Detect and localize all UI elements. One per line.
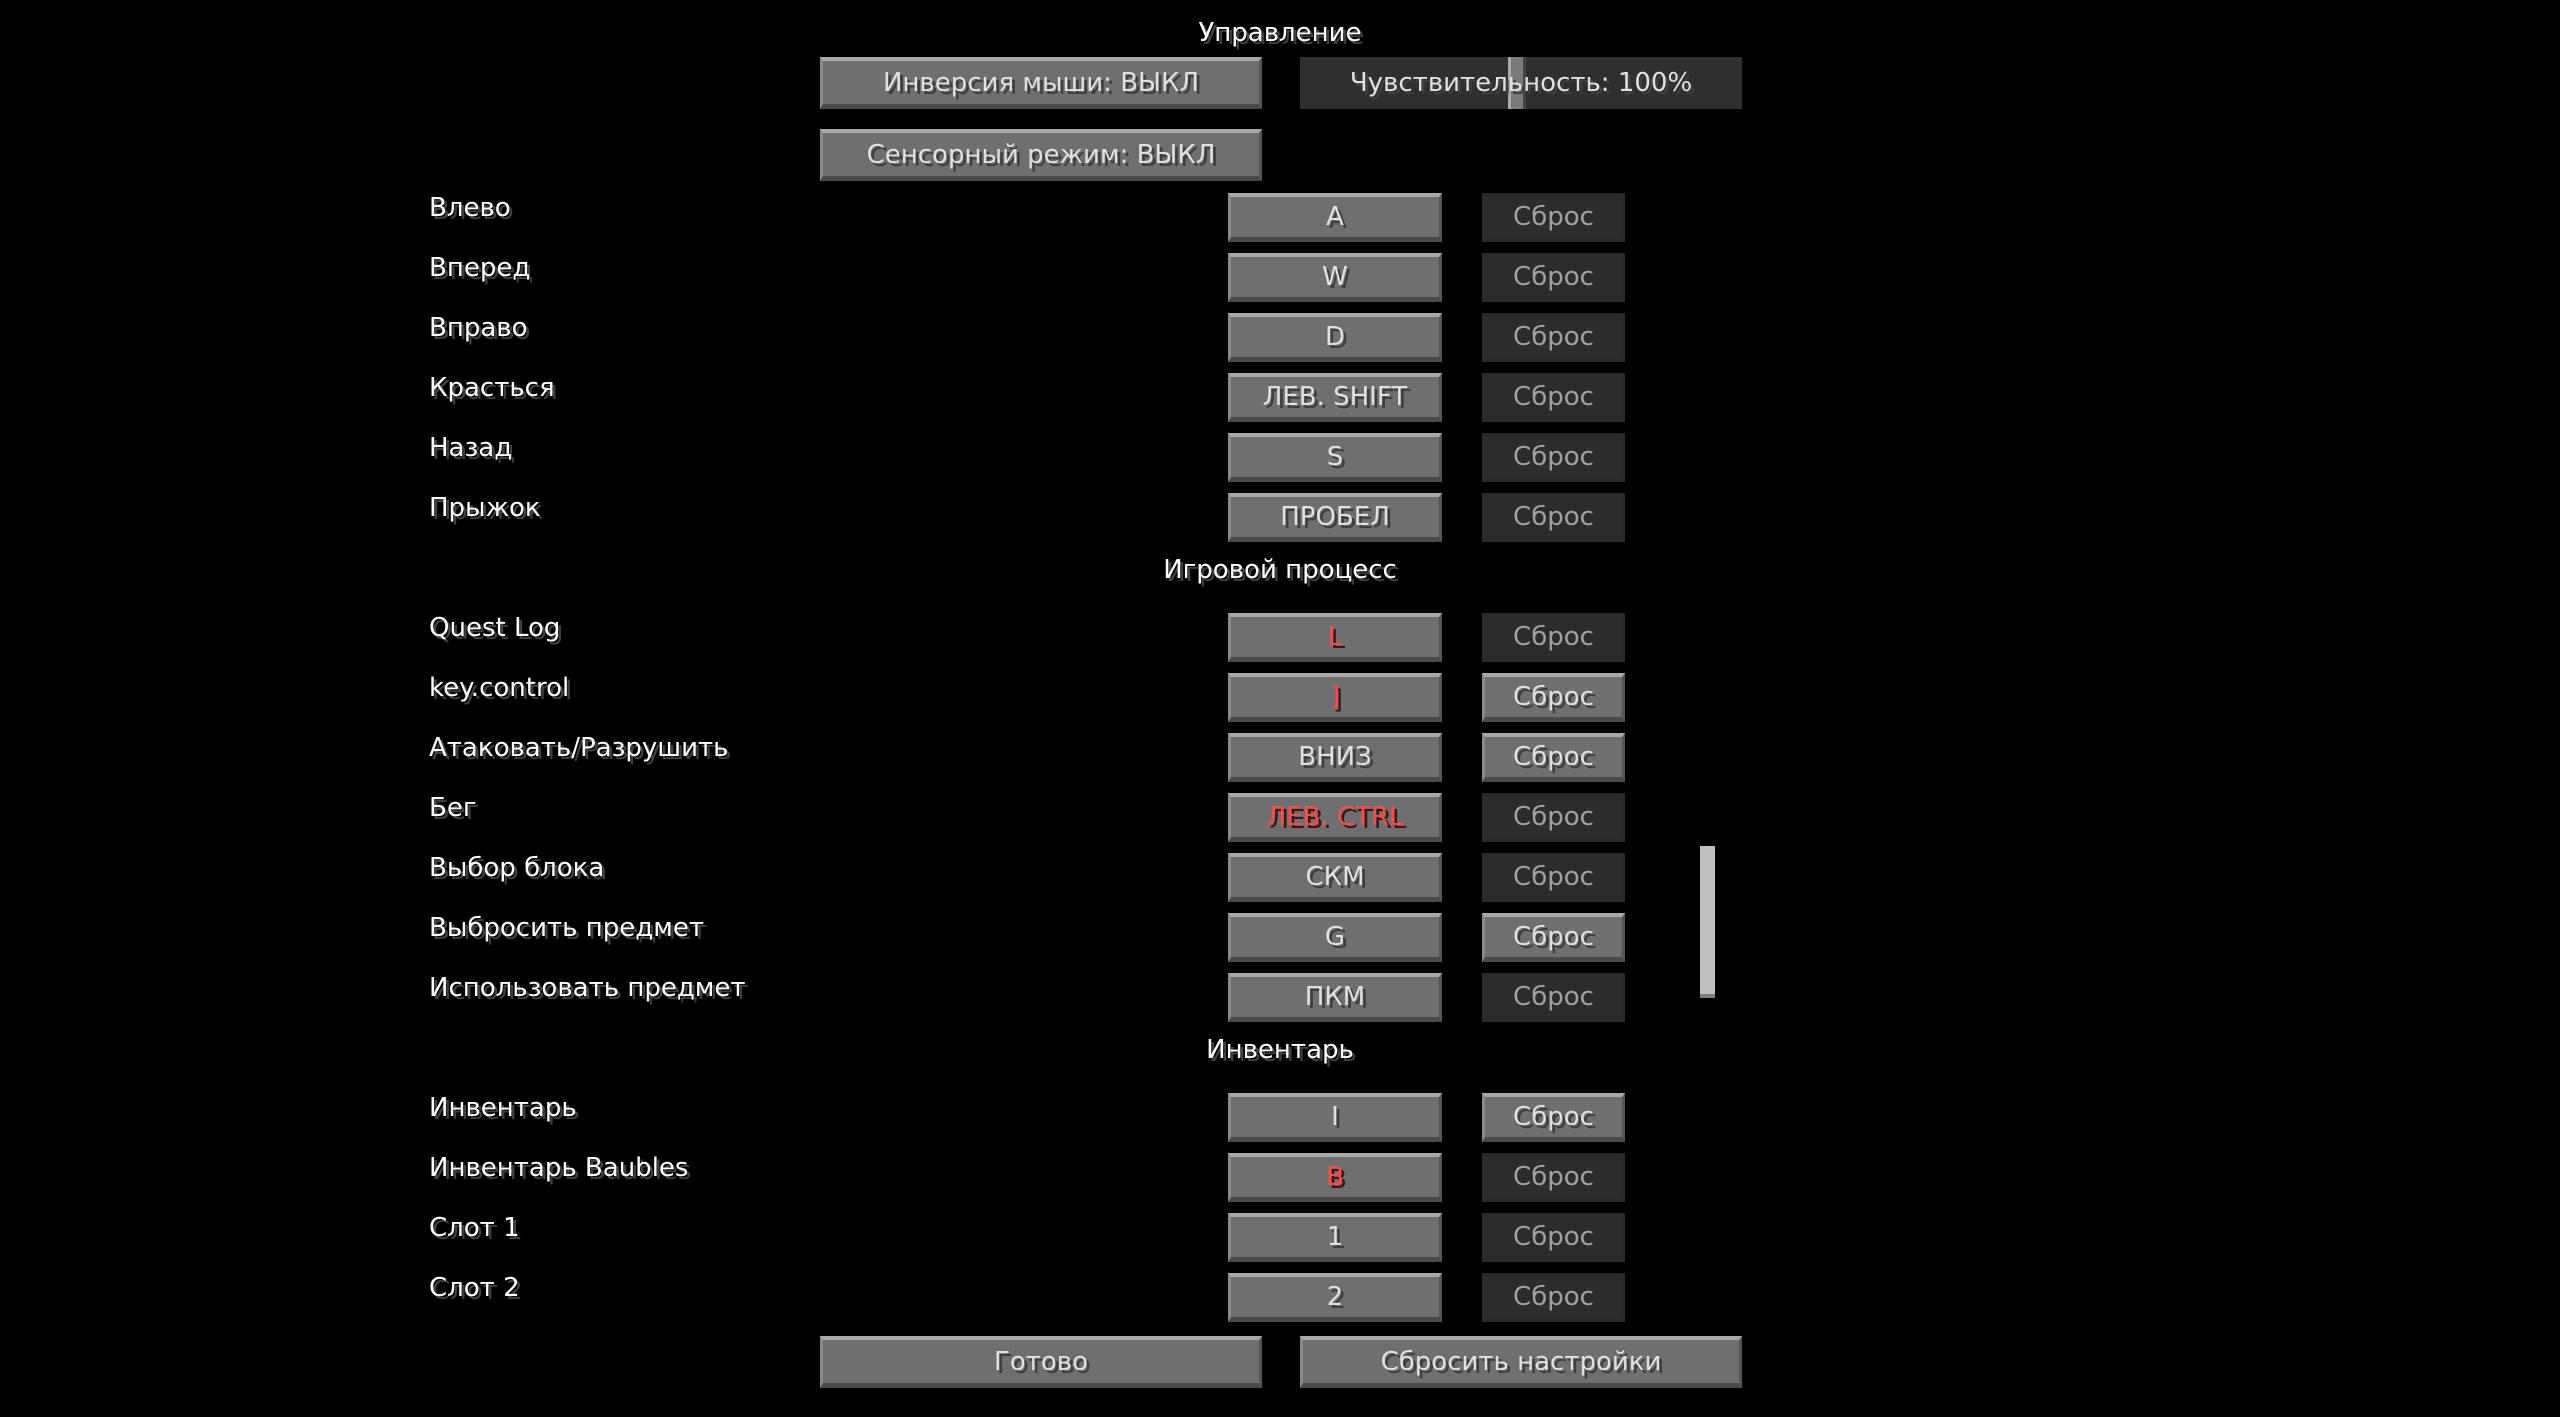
key-button[interactable]: ]	[1226, 671, 1444, 724]
done-button[interactable]: Готово	[818, 1334, 1264, 1390]
reset-button[interactable]: Сброс	[1480, 731, 1627, 784]
key-button[interactable]: 2	[1226, 1271, 1444, 1324]
key-button[interactable]: W	[1226, 251, 1444, 304]
invert-mouse-button[interactable]: Инверсия мыши: ВЫКЛ	[818, 55, 1264, 111]
keybind-label: Атаковать/Разрушить	[429, 733, 729, 763]
key-button[interactable]: A	[1226, 191, 1444, 244]
reset-all-button[interactable]: Сбросить настройки	[1298, 1334, 1744, 1390]
key-button[interactable]: L	[1226, 611, 1444, 664]
key-button[interactable]: I	[1226, 1091, 1444, 1144]
sensitivity-slider[interactable]: Чувствительность: 100%	[1298, 55, 1744, 111]
page-title: Управление	[1198, 18, 1362, 48]
reset-button[interactable]: Сброс	[1480, 371, 1627, 424]
reset-button[interactable]: Сброс	[1480, 971, 1627, 1024]
keybind-label: Красться	[429, 373, 555, 403]
key-button[interactable]: ЛЕВ. CTRL	[1226, 791, 1444, 844]
keybind-label: Вперед	[429, 253, 531, 283]
reset-button[interactable]: Сброс	[1480, 431, 1627, 484]
reset-button[interactable]: Сброс	[1480, 1211, 1627, 1264]
key-button[interactable]: ПРОБЕЛ	[1226, 491, 1444, 544]
keybind-label: Quest Log	[429, 613, 561, 643]
keybind-label: Слот 1	[429, 1213, 520, 1243]
reset-button[interactable]: Сброс	[1480, 911, 1627, 964]
key-button[interactable]: ЛЕВ. SHIFT	[1226, 371, 1444, 424]
reset-button[interactable]: Сброс	[1480, 1091, 1627, 1144]
key-button[interactable]: ВНИЗ	[1226, 731, 1444, 784]
reset-button[interactable]: Сброс	[1480, 491, 1627, 544]
reset-button[interactable]: Сброс	[1480, 851, 1627, 904]
key-button[interactable]: D	[1226, 311, 1444, 364]
keybind-label: Вправо	[429, 313, 528, 343]
slider-handle[interactable]	[1508, 57, 1526, 109]
reset-button[interactable]: Сброс	[1480, 1271, 1627, 1324]
keybind-label: Инвентарь Baubles	[429, 1153, 689, 1183]
key-button[interactable]: СКМ	[1226, 851, 1444, 904]
reset-button[interactable]: Сброс	[1480, 791, 1627, 844]
keybind-label: Слот 2	[429, 1273, 520, 1303]
keybind-label: Бег	[429, 793, 477, 823]
section-header: Игровой процесс	[1163, 555, 1397, 585]
scrollbar[interactable]	[1700, 846, 1715, 998]
keybind-label: Использовать предмет	[429, 973, 746, 1003]
keybind-label: Назад	[429, 433, 513, 463]
key-button[interactable]: G	[1226, 911, 1444, 964]
reset-button[interactable]: Сброс	[1480, 251, 1627, 304]
keybind-label: Выбор блока	[429, 853, 605, 883]
keybind-label: Прыжок	[429, 493, 541, 523]
reset-button[interactable]: Сброс	[1480, 191, 1627, 244]
key-button[interactable]: B	[1226, 1151, 1444, 1204]
reset-button[interactable]: Сброс	[1480, 671, 1627, 724]
keybind-label: Инвентарь	[429, 1093, 577, 1123]
reset-button[interactable]: Сброс	[1480, 1151, 1627, 1204]
key-button[interactable]: S	[1226, 431, 1444, 484]
key-button[interactable]: 1	[1226, 1211, 1444, 1264]
reset-button[interactable]: Сброс	[1480, 611, 1627, 664]
keybind-label: Выбросить предмет	[429, 913, 704, 943]
touchscreen-button[interactable]: Сенсорный режим: ВЫКЛ	[818, 127, 1264, 183]
keybind-label: Влево	[429, 193, 511, 223]
sensitivity-label: Чувствительность: 100%	[1349, 68, 1693, 98]
keybind-label: key.control	[429, 673, 570, 703]
section-header: Инвентарь	[1206, 1035, 1354, 1065]
reset-button[interactable]: Сброс	[1480, 311, 1627, 364]
key-button[interactable]: ПКМ	[1226, 971, 1444, 1024]
